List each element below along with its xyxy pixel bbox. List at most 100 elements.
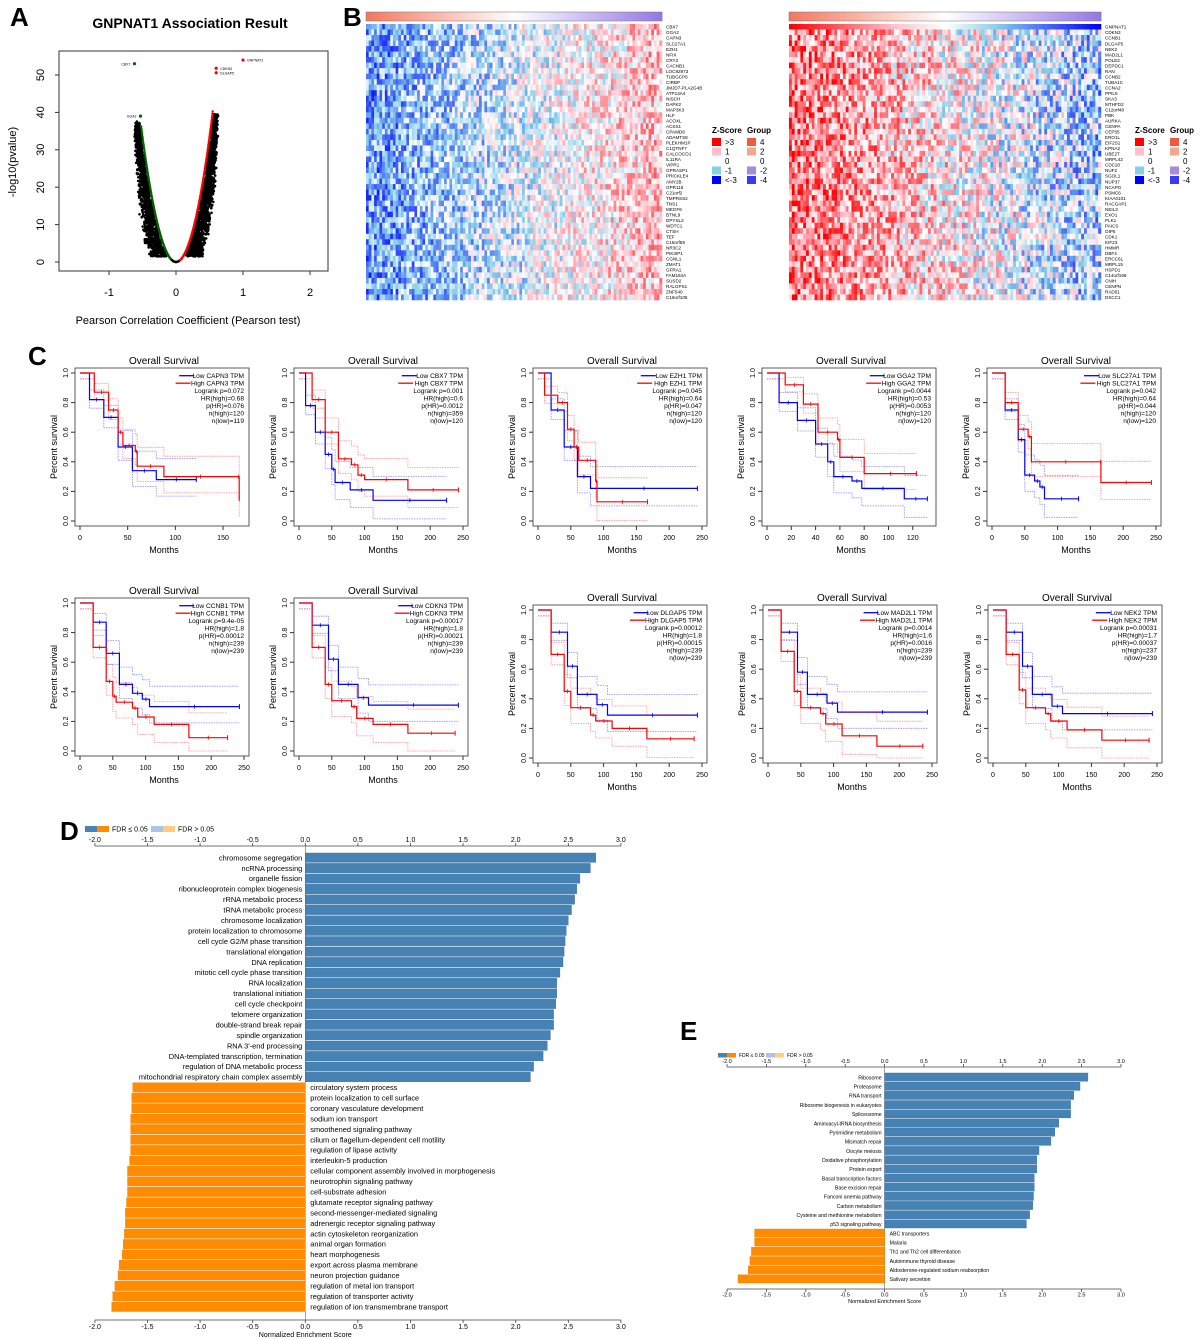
- heatmap-cell: [581, 35, 584, 41]
- heatmap-cell: [646, 107, 649, 113]
- heatmap-cell: [503, 101, 506, 107]
- heatmap-cell: [627, 30, 630, 36]
- heatmap-cell: [579, 52, 582, 58]
- heatmap-cell: [595, 96, 598, 102]
- heatmap-cell: [431, 57, 434, 63]
- heatmap-cell: [616, 74, 619, 80]
- heatmap-cell: [482, 74, 485, 80]
- heatmap-cell: [431, 90, 434, 96]
- heatmap: CBX7GGA2CAPN3SLC27A1EZH1NFIXCRY2CACNB1LO…: [366, 12, 771, 300]
- heatmap-cell: [519, 63, 522, 69]
- heatmap-cell: [444, 63, 447, 69]
- heatmap-cell: [560, 68, 563, 74]
- heatmap-cell: [511, 101, 514, 107]
- heatmap-cell: [614, 57, 617, 63]
- heatmap-cell: [571, 118, 574, 124]
- heatmap-cell: [605, 107, 608, 113]
- heatmap-cell: [538, 85, 541, 91]
- heatmap-cell: [492, 79, 495, 85]
- heatmap-cell: [651, 101, 654, 107]
- heatmap-cell: [396, 112, 399, 118]
- heatmap-cell: [541, 57, 544, 63]
- data-point-other: [155, 230, 158, 233]
- heatmap-cell: [436, 90, 439, 96]
- heatmap-cell: [396, 118, 399, 124]
- heatmap-cell: [366, 101, 369, 107]
- data-point-other: [209, 153, 212, 156]
- heatmap-cell: [474, 68, 477, 74]
- data-point-other: [136, 127, 139, 130]
- heatmap-cell: [560, 107, 563, 113]
- heatmap-cell: [560, 46, 563, 52]
- heatmap-cell: [549, 41, 552, 47]
- heatmap-cell: [406, 24, 409, 30]
- heatmap-cell: [474, 118, 477, 124]
- heatmap-cell: [404, 35, 407, 41]
- heatmap-cell: [404, 112, 407, 118]
- heatmap-cell: [476, 107, 479, 113]
- data-point-other: [141, 184, 144, 187]
- heatmap-cell: [624, 112, 627, 118]
- heatmap-cell: [377, 30, 380, 36]
- heatmap-cell: [546, 74, 549, 80]
- heatmap-cell: [611, 41, 614, 47]
- heatmap-cell: [401, 41, 404, 47]
- group-bar-cell: [468, 12, 471, 21]
- heatmap-cell: [640, 41, 643, 47]
- heatmap-cell: [597, 35, 600, 41]
- data-point-other: [212, 171, 215, 174]
- heatmap-cell: [466, 24, 469, 30]
- heatmap-cell: [498, 24, 501, 30]
- heatmap-cell: [544, 107, 547, 113]
- heatmap-cell: [498, 74, 501, 80]
- heatmap-cell: [371, 35, 374, 41]
- heatmap-cell: [557, 101, 560, 107]
- heatmap-cell: [420, 35, 423, 41]
- heatmap-cell: [412, 123, 415, 129]
- heatmap-cell: [600, 96, 603, 102]
- heatmap-cell: [554, 85, 557, 91]
- heatmap-cell: [501, 85, 504, 91]
- heatmap-cell: [544, 79, 547, 85]
- heatmap-cell: [640, 35, 643, 41]
- group-bar-cell: [439, 12, 442, 21]
- heatmap-cell: [530, 30, 533, 36]
- heatmap-cell: [487, 107, 490, 113]
- heatmap-cell: [506, 46, 509, 52]
- heatmap-cell: [608, 35, 611, 41]
- heatmap-cell: [474, 85, 477, 91]
- heatmap-cell: [538, 24, 541, 30]
- heatmap-cell: [425, 57, 428, 63]
- heatmap-cell: [603, 96, 606, 102]
- heatmap-cell: [484, 46, 487, 52]
- heatmap-cell: [425, 123, 428, 129]
- heatmap-cell: [603, 90, 606, 96]
- heatmap-cell: [460, 112, 463, 118]
- heatmap-cell: [640, 101, 643, 107]
- heatmap-cell: [557, 107, 560, 113]
- heatmap-cell: [519, 90, 522, 96]
- heatmap-cell: [581, 63, 584, 69]
- heatmap-cell: [476, 63, 479, 69]
- heatmap-cell: [554, 79, 557, 85]
- heatmap-cell: [533, 74, 536, 80]
- heatmap-cell: [420, 96, 423, 102]
- heatmap-cell: [503, 46, 506, 52]
- heatmap-cell: [492, 118, 495, 124]
- heatmap-cell: [428, 52, 431, 58]
- heatmap-cell: [471, 30, 474, 36]
- heatmap-cell: [562, 96, 565, 102]
- heatmap-cell: [541, 107, 544, 113]
- group-bar-cell: [552, 12, 555, 21]
- heatmap-cell: [487, 30, 490, 36]
- heatmap-cell: [538, 41, 541, 47]
- heatmap-cell: [449, 123, 452, 129]
- heatmap-cell: [371, 30, 374, 36]
- heatmap-cell: [428, 107, 431, 113]
- heatmap-cell: [498, 35, 501, 41]
- heatmap-cell: [457, 112, 460, 118]
- heatmap-cell: [452, 118, 455, 124]
- heatmap-cell: [614, 41, 617, 47]
- heatmap-cell: [654, 112, 657, 118]
- heatmap-cell: [466, 118, 469, 124]
